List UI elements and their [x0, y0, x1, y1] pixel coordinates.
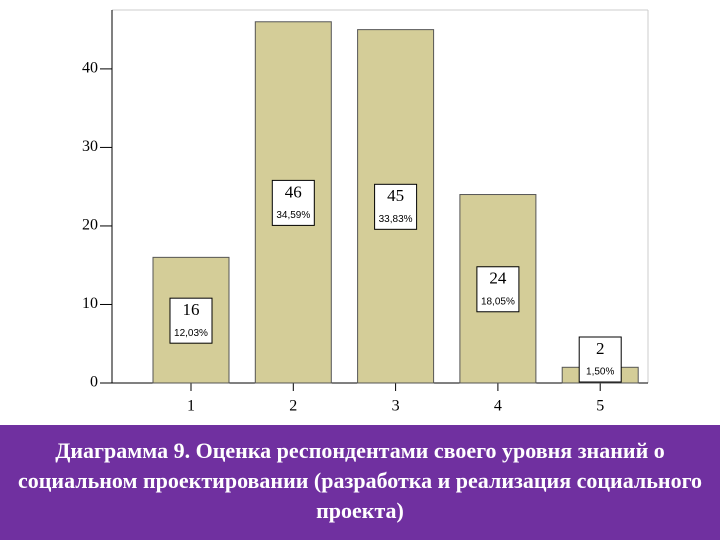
data-label-box	[578, 336, 622, 383]
data-label-box	[169, 297, 213, 344]
percent-label: 18,05%	[481, 296, 515, 307]
x-tick-label: 5	[596, 398, 604, 415]
data-label-box	[271, 179, 315, 226]
y-tick-label: 10	[82, 295, 98, 312]
x-tick-label: 1	[187, 398, 195, 415]
percent-label: 12,03%	[174, 328, 208, 339]
data-label: 24	[489, 269, 507, 288]
data-label: 16	[183, 300, 200, 319]
chart: 0 10 20 30 40 1 16 12,03% 2 46 34,59% 3 45 33,83% 4 24 1…	[82, 9, 649, 415]
y-tick-label: 20	[82, 217, 98, 234]
data-label: 46	[285, 182, 302, 201]
data-label: 2	[596, 339, 605, 358]
data-label-box	[374, 183, 418, 230]
x-tick-label: 4	[494, 398, 502, 415]
caption: Диаграмма 9. Оценка респондентами своего…	[0, 425, 720, 540]
y-tick-label: 40	[82, 60, 98, 77]
y-tick-label: 0	[90, 374, 98, 391]
x-tick-label: 3	[392, 398, 400, 415]
percent-label: 34,59%	[276, 210, 310, 221]
data-label-box	[476, 266, 520, 313]
percent-label: 33,83%	[379, 214, 413, 225]
y-tick-label: 30	[82, 138, 98, 155]
data-label: 45	[387, 186, 404, 205]
x-tick-label: 2	[289, 398, 297, 415]
percent-label: 1,50%	[586, 367, 614, 378]
